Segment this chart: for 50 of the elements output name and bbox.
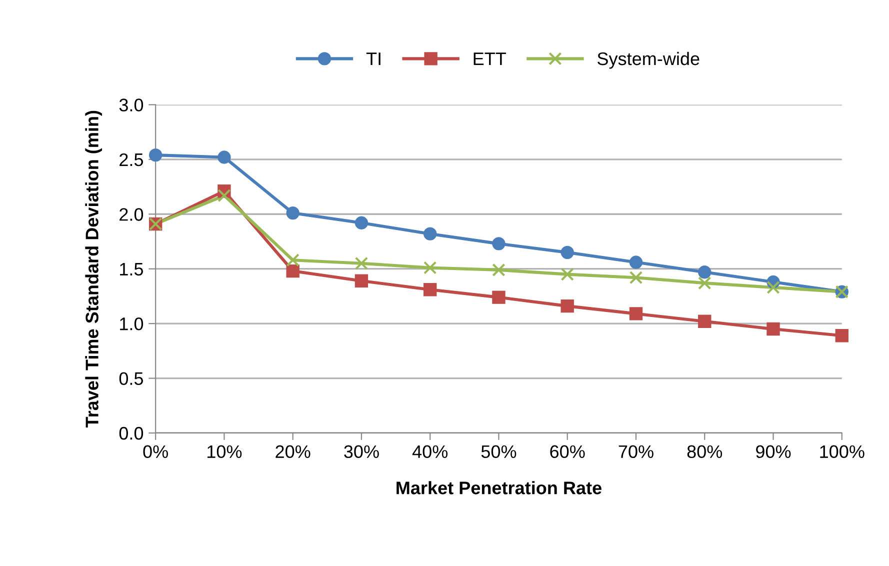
point	[492, 263, 506, 277]
point	[492, 290, 506, 304]
y-tick-label: 2.5	[120, 153, 144, 166]
x-tick-label: 50%	[481, 445, 516, 458]
point	[698, 314, 712, 328]
point	[354, 216, 368, 230]
x-tick-label: 20%	[276, 445, 310, 458]
x-tick-label: 70%	[618, 445, 654, 458]
point	[560, 268, 574, 281]
point	[424, 261, 437, 274]
legend-label: System-wide	[598, 52, 700, 69]
point	[218, 188, 231, 202]
x-tick-label: 60%	[550, 445, 585, 458]
x-axis-title: Market Penetration Rate	[396, 481, 602, 494]
x-tick-label: 10%	[208, 445, 242, 458]
point	[218, 150, 231, 164]
point	[148, 148, 162, 162]
point	[286, 253, 300, 267]
point	[286, 264, 300, 278]
x-tick-label: 40%	[412, 445, 448, 458]
point	[424, 283, 437, 296]
point	[560, 299, 574, 313]
y-tick-label: 0.0	[119, 426, 144, 440]
x-tick-label: 0%	[143, 445, 168, 458]
point	[698, 266, 712, 279]
x-tick-label: 80%	[687, 445, 722, 458]
point	[354, 274, 368, 288]
point	[629, 271, 643, 284]
point	[492, 237, 506, 250]
point	[698, 276, 712, 290]
legend-label: TI	[366, 52, 380, 66]
legend-label: ETT	[474, 52, 506, 66]
point	[560, 246, 574, 260]
y-tick-label: 0.5	[119, 372, 144, 385]
point	[286, 206, 300, 220]
point	[766, 322, 780, 336]
point	[629, 307, 643, 320]
x-tick-label: 100%	[820, 445, 864, 458]
point	[354, 256, 368, 270]
y-tick-label: 1.0	[120, 318, 144, 330]
point	[424, 227, 437, 240]
point	[766, 280, 780, 294]
y-tick-label: 3.0	[119, 98, 144, 112]
point	[629, 256, 643, 269]
x-tick-label: 90%	[756, 445, 791, 458]
point	[835, 329, 848, 342]
y-axis-title: Travel Time Standard Deviation (min)	[85, 110, 102, 428]
y-tick-label: 2.0	[120, 208, 144, 221]
x-tick-label: 30%	[344, 445, 379, 458]
y-tick-label: 1.5	[120, 262, 144, 276]
